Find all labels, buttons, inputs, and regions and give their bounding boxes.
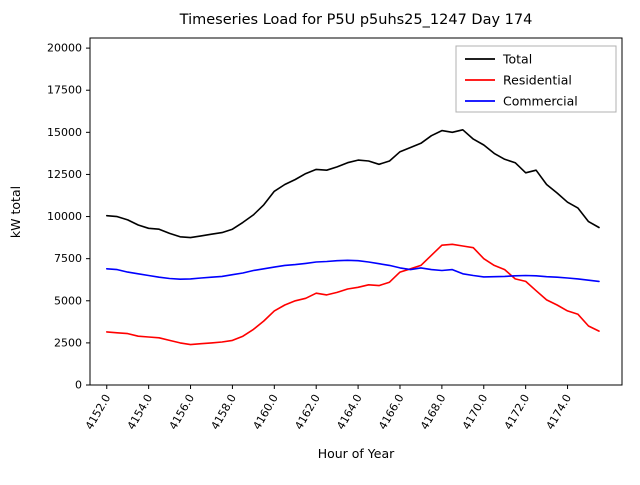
x-tick-label: 4156.0 [167,392,198,432]
y-tick-label: 12500 [47,168,82,181]
plot-area: 0 2500 5000 7500 10000 12500 15000 17500 20000 41… [47,37,623,432]
y-tick-label: 7500 [54,252,82,265]
y-tick-label: 17500 [47,84,82,97]
legend-label-total: Total [502,52,532,67]
x-axis-label: Hour of Year [318,446,395,461]
x-tick-label: 4158.0 [209,392,240,432]
x-tick-label: 4152.0 [83,392,114,432]
commercial-line [106,259,600,283]
y-tick-label: 2500 [54,336,82,349]
y-tick-label: 15000 [47,126,82,139]
y-tick-label: 0 [75,379,82,392]
x-tick-label: 4166.0 [376,392,407,432]
residential-line [106,243,600,346]
chart-title: Timeseries Load for P5U p5uhs25_1247 Day… [179,12,533,28]
x-tick-label: 4172.0 [502,392,533,432]
axes-box [89,37,623,386]
legend-label-residential: Residential [503,73,572,88]
x-tick-label: 4162.0 [292,392,323,432]
x-tick-label: 4168.0 [418,392,449,432]
y-tick-label: 10000 [47,210,82,223]
x-tick-label: 4170.0 [460,392,491,432]
x-tick-label: 4164.0 [334,392,365,432]
x-tick-label: 4160.0 [250,392,281,432]
y-axis-label: kW total [8,186,23,238]
total-line [106,129,600,239]
y-tick-label: 20000 [47,42,82,55]
y-tick-label: 5000 [54,294,82,307]
legend-label-commercial: Commercial [503,94,578,109]
x-tick-label: 4154.0 [125,392,156,432]
x-tick-label: 4174.0 [544,392,575,432]
